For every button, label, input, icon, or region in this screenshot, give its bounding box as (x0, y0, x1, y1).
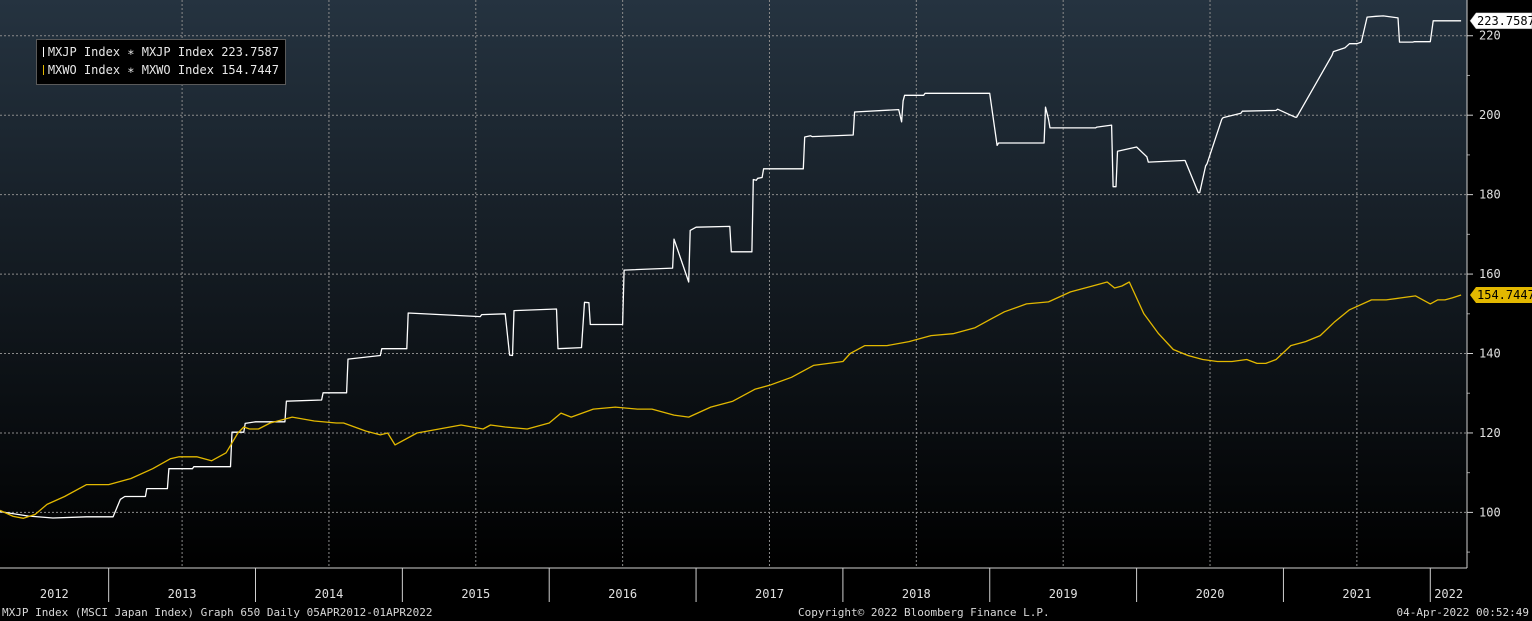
x-tick-label: 2021 (1342, 587, 1371, 601)
x-tick-label: 2013 (168, 587, 197, 601)
last-value-label: 223.7587 (1477, 14, 1532, 28)
last-value-badge (1470, 286, 1532, 303)
plot-background (0, 0, 1467, 568)
x-tick-label: 2020 (1196, 587, 1225, 601)
x-tick-label: 2016 (608, 587, 637, 601)
y-tick-label: 140 (1479, 347, 1501, 361)
y-tick-label: 220 (1479, 29, 1501, 43)
footer-copyright: Copyright© 2022 Bloomberg Finance L.P. (798, 606, 1050, 619)
x-tick-label: 2015 (461, 587, 490, 601)
legend-label-mxwo: MXWO Index ∗ MXWO Index 154.7447 (47, 63, 279, 77)
footer-timestamp: 04-Apr-2022 00:52:49 (1396, 606, 1529, 619)
x-tick-label: 2022 (1434, 587, 1463, 601)
y-tick-label: 180 (1479, 188, 1501, 202)
legend-swatch-mxjp (43, 47, 44, 57)
last-value-label: 154.7447 (1477, 288, 1532, 302)
last-value-markers: 223.7587 154.7447 (1469, 12, 1532, 303)
footer-security-description: MXJP Index (MSCI Japan Index) Graph 650 … (2, 606, 433, 619)
series-line-mxjp (0, 15, 1462, 519)
y-tick-label: 100 (1479, 505, 1501, 519)
x-tick-label: 2017 (755, 587, 784, 601)
x-tick-label: 2018 (902, 587, 931, 601)
legend: MXJP Index ∗ MXJP Index 223.7587 MXWO In… (36, 39, 286, 85)
series-line-mxwo (0, 281, 1462, 519)
y-tick-label: 200 (1479, 108, 1501, 122)
gridlines (0, 0, 1467, 568)
legend-swatch-mxwo (43, 65, 44, 75)
y-tick-label: 160 (1479, 267, 1501, 281)
x-tick-label: 2014 (314, 587, 343, 601)
axes: 100 120 140 160 180 200 220 2012 2013 2014 2015 201… (0, 0, 1501, 602)
series-lines (0, 15, 1462, 519)
y-tick-label: 120 (1479, 426, 1501, 440)
legend-label-mxjp: MXJP Index ∗ MXJP Index 223.7587 (47, 45, 279, 59)
x-tick-label: 2012 (40, 587, 69, 601)
last-value-badge (1469, 12, 1532, 30)
right-axis-background (1467, 0, 1532, 568)
legend-entry-mxwo: MXWO Index ∗ MXWO Index 154.7447 (43, 61, 279, 79)
x-tick-label: 2019 (1049, 587, 1078, 601)
footer-bar: MXJP Index (MSCI Japan Index) Graph 650 … (0, 604, 1532, 621)
legend-entry-mxjp: MXJP Index ∗ MXJP Index 223.7587 (43, 43, 279, 61)
